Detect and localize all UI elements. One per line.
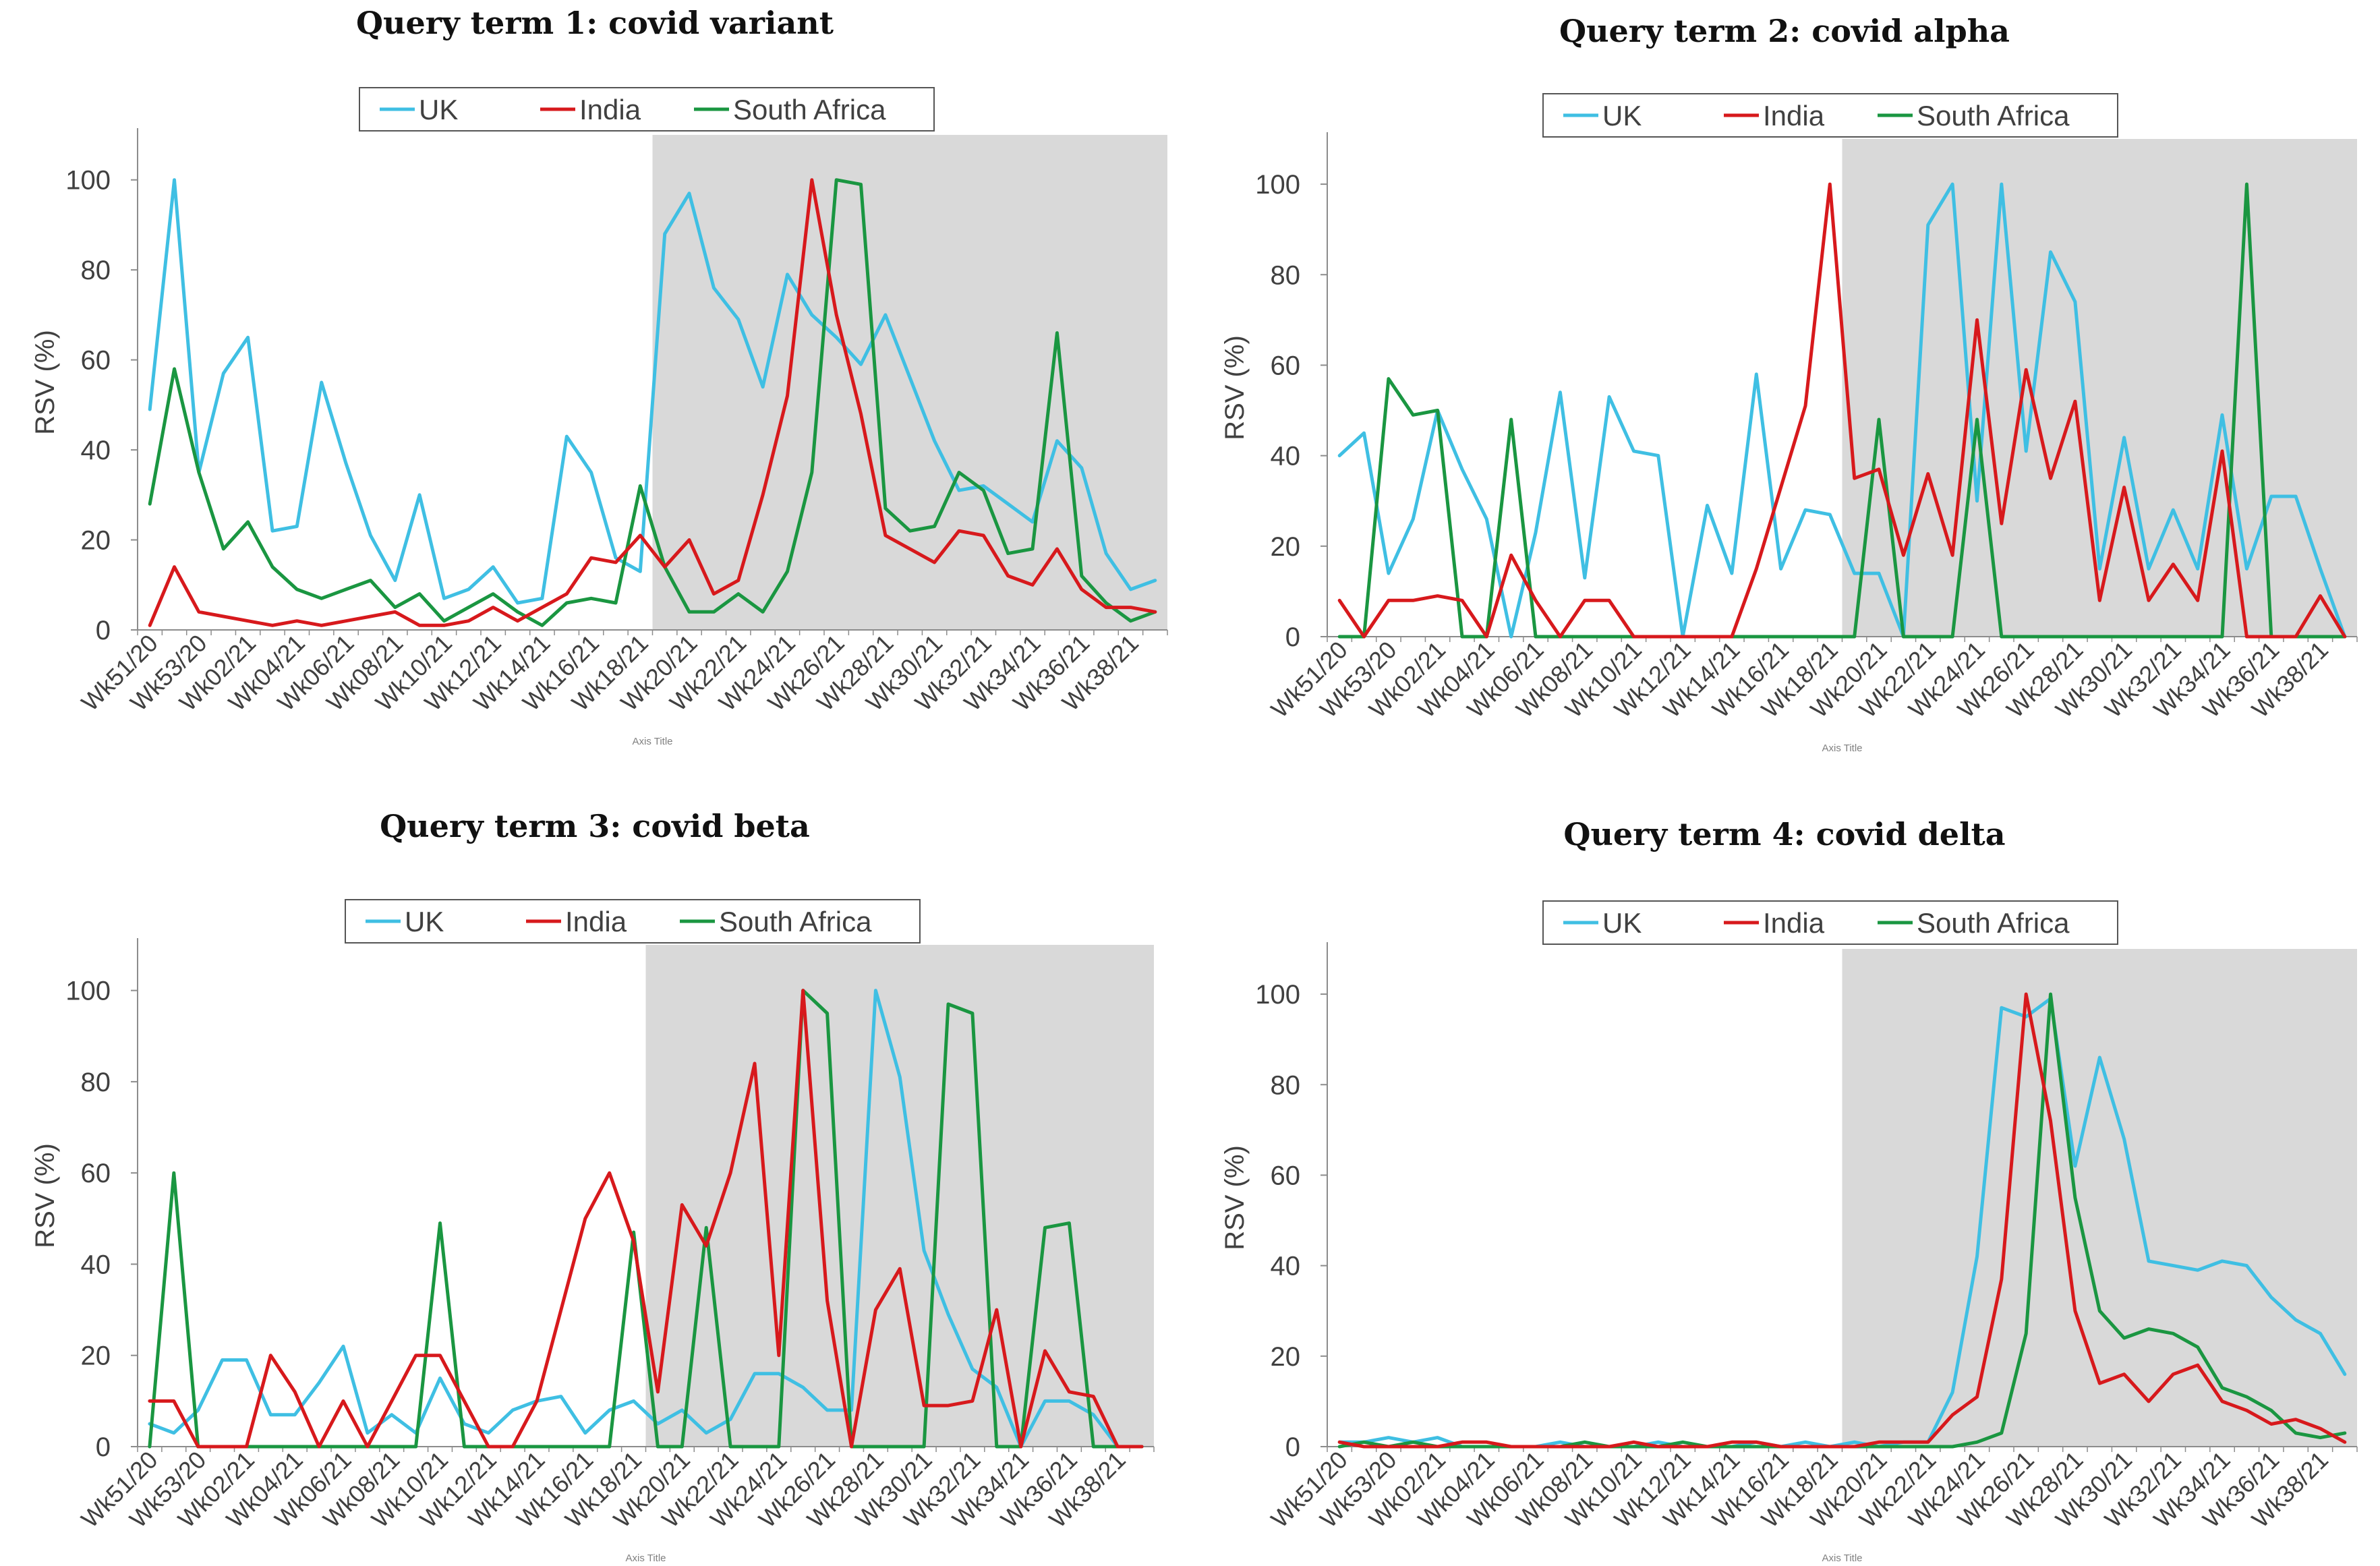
legend-label-uk: UK <box>419 94 458 125</box>
y-tick-label: 40 <box>81 1250 111 1279</box>
y-tick-label: 80 <box>1271 1070 1301 1100</box>
series-line-south-africa <box>148 989 1144 1449</box>
y-tick-label: 80 <box>81 256 111 285</box>
legend-label-uk: UK <box>1602 100 1642 132</box>
y-tick-label: 100 <box>65 166 111 196</box>
x-axis-title: Axis Title <box>625 1553 666 1564</box>
series-line-south-africa <box>1337 182 2347 639</box>
y-tick-label: 100 <box>65 977 111 1006</box>
legend-label-india: India <box>1763 100 1825 132</box>
legend-label-uk: UK <box>1602 907 1642 939</box>
y-tick-label: 0 <box>96 1432 111 1462</box>
chart-panel-covid-alpha: Query term 2: covid alpha 0 20 40 60 80 100 RSV… <box>1190 0 2379 783</box>
y-tick-label: 60 <box>81 1159 111 1188</box>
series-line-india <box>148 989 1144 1449</box>
chart-svg: Query term 3: covid beta 0 20 40 60 80 100 RSV … <box>30 808 1155 1564</box>
y-tick-label: 80 <box>81 1068 111 1097</box>
y-axis-label: RSV (%) <box>1220 1145 1250 1250</box>
series-line-india <box>1337 992 2347 1449</box>
chart-panel-covid-delta: Query term 4: covid delta 0 20 40 60 80 100 RSV… <box>1190 783 2379 1566</box>
legend-label-india: India <box>1763 907 1825 939</box>
y-tick-label: 100 <box>1255 170 1300 200</box>
chart-title: Query term 4: covid delta <box>1563 816 2005 852</box>
legend-label-india: India <box>579 94 641 125</box>
y-tick-label: 20 <box>1271 1342 1301 1372</box>
legend-box <box>1542 93 2118 138</box>
series-line-south-africa <box>148 178 1157 627</box>
y-tick-label: 100 <box>1255 980 1300 1010</box>
legend-label-south-africa: South Africa <box>1917 100 2070 132</box>
y-tick-label: 0 <box>96 616 111 645</box>
legend-box <box>345 899 921 944</box>
y-tick-label: 20 <box>81 1341 111 1371</box>
chart-title: Query term 1: covid variant <box>356 5 834 41</box>
y-tick-label: 60 <box>1271 351 1301 380</box>
chart-title: Query term 2: covid alpha <box>1559 13 2010 49</box>
series-line-india <box>148 178 1157 627</box>
legend-label-india: India <box>565 906 627 937</box>
y-tick-label: 20 <box>1271 532 1301 562</box>
legend-label-south-africa: South Africa <box>1917 907 2070 939</box>
y-axis-label: RSV (%) <box>1220 335 1250 440</box>
y-axis-label: RSV (%) <box>30 1143 60 1248</box>
y-tick-label: 40 <box>81 436 111 465</box>
y-tick-label: 0 <box>1285 622 1300 652</box>
legend-label-south-africa: South Africa <box>719 906 872 937</box>
y-axis-label: RSV (%) <box>30 330 60 435</box>
legend-box <box>1542 900 2118 945</box>
y-tick-label: 80 <box>1271 260 1301 290</box>
chart-title: Query term 3: covid beta <box>380 808 810 844</box>
series-line-india <box>1337 182 2347 639</box>
shaded-period <box>645 945 1154 1447</box>
y-tick-label: 40 <box>1271 1252 1301 1281</box>
x-axis-title: Axis Title <box>1822 743 1862 754</box>
y-tick-label: 20 <box>81 526 111 556</box>
legend-label-uk: UK <box>405 906 444 937</box>
series-line-uk <box>148 989 1144 1449</box>
chart-panel-covid-variant: Query term 1: covid variant 0 20 40 60 80 100 R… <box>0 0 1190 783</box>
x-axis-title: Axis Title <box>632 736 672 747</box>
chart-panel-covid-beta: Query term 3: covid beta 0 20 40 60 80 100 RSV … <box>0 783 1190 1566</box>
y-tick-label: 0 <box>1285 1432 1300 1462</box>
x-axis-title: Axis Title <box>1822 1553 1862 1564</box>
chart-svg: Query term 1: covid variant 0 20 40 60 80 100 R… <box>30 5 1168 747</box>
series-line-uk <box>1337 182 2347 639</box>
legend-box <box>359 87 935 132</box>
y-tick-label: 40 <box>1271 442 1301 471</box>
series-line-uk <box>148 178 1157 605</box>
y-tick-label: 60 <box>81 346 111 376</box>
legend-label-south-africa: South Africa <box>733 94 886 125</box>
chart-svg: Query term 2: covid alpha 0 20 40 60 80 100 RSV… <box>1220 13 2358 754</box>
chart-svg: Query term 4: covid delta 0 20 40 60 80 100 RSV… <box>1220 816 2358 1564</box>
shaded-period <box>1842 949 2357 1447</box>
y-tick-label: 60 <box>1271 1161 1301 1190</box>
